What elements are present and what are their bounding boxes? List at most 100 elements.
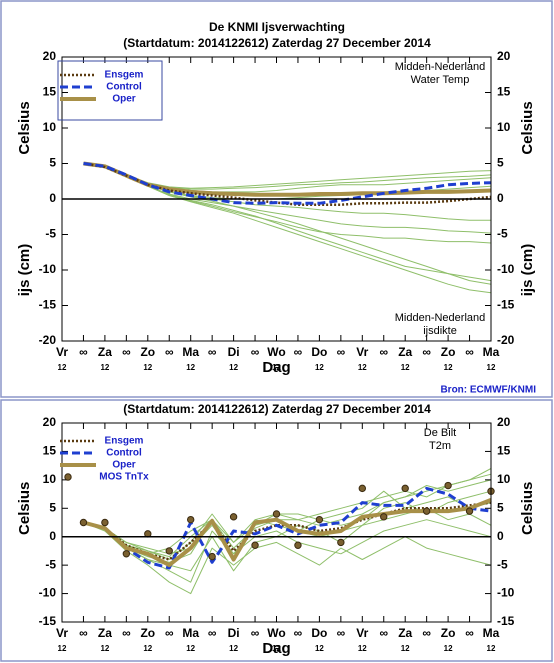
x-tick-label: Ma — [182, 626, 199, 640]
x-tick-hour: 12 — [358, 363, 367, 372]
x-tick-label: Za — [398, 626, 412, 640]
x-tick-label: Do — [311, 626, 327, 640]
x-tick-label: Wo — [267, 345, 285, 359]
x-tick-label: Zo — [140, 345, 155, 359]
annotation: De Bilt — [424, 427, 456, 439]
x-tick-label: Ma — [182, 345, 199, 359]
mos-point — [187, 515, 195, 524]
y-axis-label-right: Celsius — [519, 101, 536, 154]
y2-tick-label: 10 — [497, 120, 511, 134]
annotation: Water Temp — [411, 74, 470, 86]
x-tick-label: ∞ — [79, 345, 88, 359]
y-tick-label: 5 — [49, 500, 56, 514]
y2-tick-label: -15 — [497, 298, 515, 312]
x-tick-label: Do — [311, 345, 327, 359]
mos-point — [272, 510, 281, 518]
ensemble-member-line — [83, 163, 492, 294]
x-tick-label: Zo — [140, 626, 155, 640]
x-tick-hour: 12 — [444, 644, 453, 653]
x-tick-label: ∞ — [208, 345, 217, 359]
y-tick-label: -5 — [45, 227, 56, 241]
ensemble-member-line — [83, 522, 492, 595]
x-axis-label: Dag — [262, 640, 290, 657]
chart-subtitle: (Startdatum: 2014122612) Zaterdag 27 Dec… — [123, 402, 431, 416]
y2-tick-label: 15 — [497, 444, 511, 458]
annotation: T2m — [429, 440, 451, 452]
y-tick-label: -15 — [39, 614, 57, 628]
panel-frame — [0, 399, 553, 662]
x-tick-hour: 12 — [487, 644, 496, 653]
x-tick-hour: 12 — [143, 363, 152, 372]
y-tick-label: -5 — [45, 557, 56, 571]
y2-tick-label: 0 — [497, 191, 504, 205]
mos-point — [315, 515, 324, 524]
x-tick-label: Za — [98, 345, 112, 359]
y2-tick-label: 20 — [497, 415, 511, 429]
x-tick-hour: 12 — [186, 644, 195, 653]
y-axis-label-2: ijs (cm) — [16, 244, 33, 297]
x-tick-hour: 12 — [272, 644, 281, 653]
x-tick-hour: 12 — [186, 363, 195, 372]
legend-marker — [64, 473, 72, 481]
x-tick-hour: 12 — [401, 363, 410, 372]
annotation: Midden-Nederland — [395, 312, 486, 324]
x-tick-hour: 12 — [143, 644, 152, 653]
x-tick-label: ∞ — [208, 626, 217, 640]
x-tick-label: ∞ — [122, 626, 131, 640]
y-tick-label: 20 — [43, 415, 57, 429]
mos-point — [294, 541, 302, 549]
x-tick-hour: 12 — [100, 644, 109, 653]
x-tick-hour: 12 — [229, 363, 238, 372]
y-tick-label: -10 — [39, 262, 57, 276]
legend-label: Oper — [112, 460, 135, 471]
mos-point — [444, 481, 452, 490]
y-tick-label: 0 — [49, 529, 56, 543]
x-tick-hour: 12 — [401, 644, 410, 653]
x-tick-hour: 12 — [58, 644, 67, 653]
x-tick-hour: 12 — [272, 363, 281, 372]
x-tick-hour: 12 — [358, 644, 367, 653]
y-tick-label: 15 — [43, 85, 57, 99]
chart-title: De KNMI Ijsverwachting — [209, 20, 345, 34]
y2-tick-label: -20 — [497, 333, 515, 347]
x-tick-label: ∞ — [422, 626, 431, 640]
annotation: Midden-Nederland — [395, 61, 486, 73]
y-tick-label: 15 — [43, 444, 57, 458]
y2-tick-label: 10 — [497, 472, 511, 486]
annotation: ijsdikte — [423, 325, 457, 337]
x-tick-label: ∞ — [79, 626, 88, 640]
x-tick-label: Zo — [441, 345, 456, 359]
series-line — [83, 162, 492, 205]
y2-tick-label: -15 — [497, 614, 515, 628]
legend-label: Control — [106, 82, 142, 93]
y-tick-label: -10 — [39, 586, 57, 600]
x-axis-label: Dag — [262, 359, 290, 376]
mos-point — [251, 541, 259, 549]
mos-point — [465, 507, 474, 515]
panel-frame — [0, 0, 553, 398]
x-tick-label: ∞ — [294, 345, 303, 359]
x-tick-hour: 12 — [487, 363, 496, 372]
x-tick-label: ∞ — [337, 626, 346, 640]
y-axis-label-right: Celsius — [519, 482, 536, 535]
x-tick-label: Zo — [441, 626, 456, 640]
mos-point — [337, 538, 345, 547]
x-tick-hour: 12 — [100, 363, 109, 372]
x-tick-hour: 12 — [315, 363, 324, 372]
mos-point — [208, 552, 216, 561]
source-label: Bron: ECMWF/KNMI — [440, 385, 536, 396]
legend-label: Oper — [112, 94, 135, 105]
y2-tick-label: 15 — [497, 85, 511, 99]
x-tick-label: Wo — [267, 626, 285, 640]
mos-point — [79, 518, 88, 527]
x-tick-label: ∞ — [122, 345, 131, 359]
y-tick-label: 10 — [43, 472, 57, 486]
y-axis-label-2-right: ijs (cm) — [519, 244, 536, 297]
legend-label: Ensgem — [105, 70, 144, 81]
y-tick-label: 10 — [43, 120, 57, 134]
x-tick-label: ∞ — [251, 626, 260, 640]
x-tick-label: ∞ — [165, 626, 174, 640]
x-tick-hour: 12 — [444, 363, 453, 372]
mos-point — [165, 547, 173, 555]
x-tick-hour: 12 — [229, 644, 238, 653]
